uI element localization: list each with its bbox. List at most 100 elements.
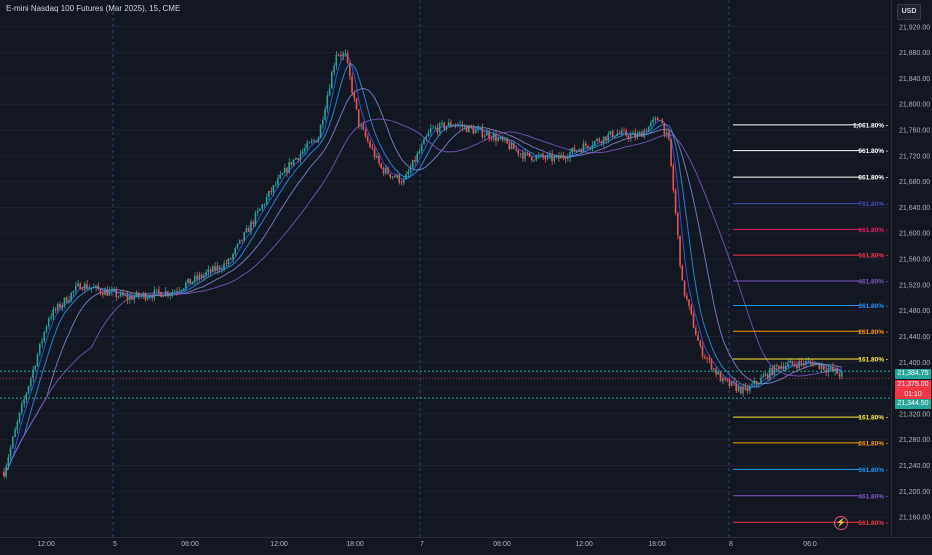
countdown-tag: 01:10 xyxy=(895,390,931,400)
candle-body xyxy=(216,265,219,271)
candle-body xyxy=(746,387,749,392)
candle-body xyxy=(764,373,767,376)
candle-body xyxy=(773,364,776,375)
candle-body xyxy=(663,122,666,135)
candle-body xyxy=(306,143,308,149)
candle-body xyxy=(427,132,430,137)
candle-body xyxy=(160,292,162,298)
candle-body xyxy=(238,239,241,244)
candle-body xyxy=(173,291,176,293)
candle-body xyxy=(598,138,600,142)
candle-body xyxy=(717,372,720,375)
symbol-title[interactable]: E-mini Nasdaq 100 Futures (Mar 2025), 15… xyxy=(6,4,181,13)
fib-level-label: 461.80% - xyxy=(858,493,888,500)
candle-body xyxy=(319,124,322,138)
price-tick: 21,920.00 xyxy=(899,24,930,31)
candle-body xyxy=(214,266,216,271)
candle-body xyxy=(721,377,724,382)
candle-body xyxy=(701,345,704,357)
candle-body xyxy=(730,381,733,386)
candle-body xyxy=(414,159,416,162)
candle-body xyxy=(834,368,836,372)
candle-body xyxy=(611,131,614,138)
candle-body xyxy=(818,362,821,369)
candle-body xyxy=(256,210,259,214)
candle-body xyxy=(452,125,454,127)
price-tick: 21,520.00 xyxy=(899,282,930,289)
candle-body xyxy=(378,155,380,164)
candle-body xyxy=(463,125,466,127)
candle-body xyxy=(198,274,201,280)
candle-body xyxy=(584,143,587,146)
candle-body xyxy=(656,117,659,121)
candle-body xyxy=(468,125,470,132)
candle-body xyxy=(760,377,762,384)
candle-body xyxy=(683,280,686,296)
candle-body xyxy=(247,228,250,232)
moving-average-line xyxy=(3,87,843,477)
candle-body xyxy=(56,303,59,311)
candle-body xyxy=(297,158,299,160)
lightning-icon[interactable]: ⚡ xyxy=(834,516,848,530)
candle-body xyxy=(755,380,758,384)
candle-body xyxy=(95,285,97,288)
candle-body xyxy=(128,296,131,300)
fib-level-label: 1,061.80% - xyxy=(853,122,888,129)
candle-body xyxy=(825,369,827,373)
candle-body xyxy=(357,109,360,127)
candle-body xyxy=(697,335,699,341)
candle-body xyxy=(620,130,623,134)
candle-body xyxy=(510,143,513,150)
candle-body xyxy=(373,148,376,158)
candle-body xyxy=(108,291,111,296)
candle-body xyxy=(104,289,106,296)
candle-body xyxy=(827,368,830,373)
fib-level-label: 361.80% - xyxy=(858,303,888,310)
candle-body xyxy=(360,125,362,127)
candle-body xyxy=(250,221,252,232)
candle-body xyxy=(728,380,731,386)
candle-body xyxy=(324,109,326,121)
candle-body xyxy=(751,384,753,386)
candle-body xyxy=(569,152,571,159)
candle-body xyxy=(470,125,472,128)
candle-body xyxy=(328,88,331,96)
candle-body xyxy=(144,293,147,300)
candle-body xyxy=(333,66,335,73)
candle-body xyxy=(20,403,23,413)
candle-body xyxy=(632,132,634,135)
candle-body xyxy=(519,153,522,155)
candle-body xyxy=(497,138,499,141)
candle-body xyxy=(533,160,535,161)
candle-body xyxy=(796,365,798,369)
candle-body xyxy=(389,173,391,178)
candle-body xyxy=(690,305,693,314)
candle-body xyxy=(546,154,549,159)
candle-body xyxy=(313,140,315,142)
candle-body xyxy=(72,290,75,293)
candle-body xyxy=(110,289,113,292)
candle-body xyxy=(681,265,684,281)
currency-button[interactable]: USD xyxy=(897,4,921,20)
candle-body xyxy=(699,340,702,346)
candle-body xyxy=(34,366,37,370)
candle-body xyxy=(171,292,174,294)
candle-body xyxy=(124,295,126,296)
candle-body xyxy=(86,283,88,290)
candle-body xyxy=(162,296,165,298)
candle-body xyxy=(369,141,371,148)
candle-body xyxy=(596,138,598,142)
price-tick: 21,600.00 xyxy=(899,231,930,238)
candle-body xyxy=(528,152,531,157)
fib-level-label: 561.80% - xyxy=(858,253,888,260)
candle-body xyxy=(79,283,81,290)
candle-body xyxy=(418,151,421,154)
fib-level-label: 461.80% - xyxy=(858,278,888,285)
time-tick: 18:00 xyxy=(346,541,364,548)
candle-body xyxy=(351,76,353,93)
candle-body xyxy=(18,412,21,422)
candle-body xyxy=(68,300,70,303)
candle-body xyxy=(551,154,553,161)
